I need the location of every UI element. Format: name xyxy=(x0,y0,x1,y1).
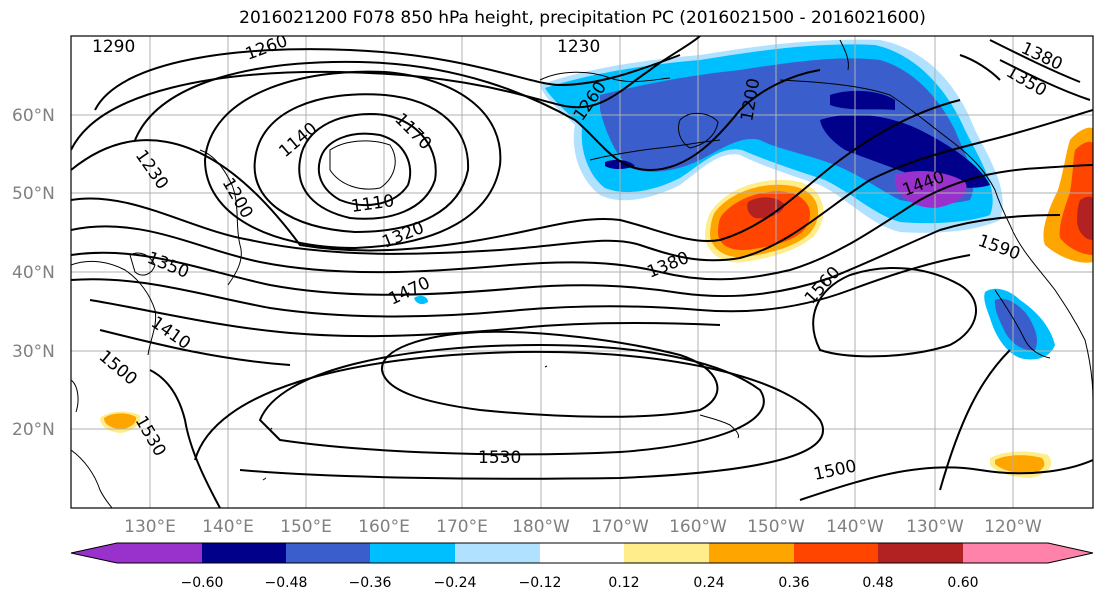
colorbar-swatch xyxy=(370,543,455,563)
map-panel: 1290 1260 1230 1380 1350 1140 1170 1230 … xyxy=(71,36,1093,508)
colorbar-extend-max xyxy=(1048,543,1093,563)
colorbar-outline xyxy=(70,542,1094,564)
lat-label: 30°N xyxy=(12,342,55,362)
lon-label: 120°W xyxy=(984,517,1042,537)
colorbar-tick-label: −0.24 xyxy=(434,575,477,591)
colorbar-tick-label: −0.60 xyxy=(181,575,224,591)
lat-label: 50°N xyxy=(12,184,55,204)
lon-label: 130°E xyxy=(124,517,176,537)
colorbar-swatch xyxy=(455,543,540,563)
colorbar-swatch xyxy=(117,543,202,563)
lon-label: 160°W xyxy=(669,517,727,537)
precip-negative-shading xyxy=(414,39,1055,360)
map-title: 2016021200 F078 850 hPa height, precipit… xyxy=(239,8,926,28)
precip-positive-shading xyxy=(100,127,1093,478)
colorbar-swatch xyxy=(878,543,963,563)
colorbar-tick-label: 0.12 xyxy=(608,575,639,591)
colorbar-swatch xyxy=(286,543,370,563)
contour-label: 1290 xyxy=(92,37,135,57)
colorbar-tick-label: 0.36 xyxy=(778,575,809,591)
longitude-labels: 130°E 140°E 150°E 160°E 170°E 180°W 170°… xyxy=(124,517,1042,537)
lon-label: 140°W xyxy=(826,517,884,537)
colorbar-tick-label: 0.48 xyxy=(862,575,893,591)
colorbar xyxy=(70,542,1094,564)
colorbar-tick-label: 0.60 xyxy=(947,575,978,591)
lat-label: 40°N xyxy=(12,263,55,283)
colorbar-swatch xyxy=(709,543,794,563)
colorbar-swatch xyxy=(624,543,709,563)
colorbar-swatch xyxy=(202,543,286,563)
lon-label: 130°W xyxy=(906,517,964,537)
lon-label: 180°W xyxy=(512,517,570,537)
latitude-labels: 60°N 50°N 40°N 30°N 20°N xyxy=(12,106,55,440)
lon-label: 170°E xyxy=(436,517,488,537)
lon-label: 140°E xyxy=(202,517,254,537)
colorbar-tick-label: −0.48 xyxy=(265,575,308,591)
lat-label: 20°N xyxy=(12,420,55,440)
colorbar-extend-min xyxy=(71,543,117,563)
colorbar-swatch xyxy=(540,543,624,563)
height-contours xyxy=(71,36,1093,508)
colorbar-swatch xyxy=(963,543,1048,563)
contour-label: 1530 xyxy=(478,448,521,468)
lon-label: 150°W xyxy=(747,517,805,537)
lon-label: 150°E xyxy=(280,517,332,537)
colorbar-swatch xyxy=(794,543,878,563)
colorbar-tick-label: 0.24 xyxy=(693,575,724,591)
colorbar-tick-label: −0.12 xyxy=(519,575,562,591)
colorbar-tick-label: −0.36 xyxy=(349,575,392,591)
gridlines xyxy=(71,36,1093,508)
colorbar-tick-labels: −0.60 −0.48 −0.36 −0.24 −0.12 0.12 0.24 … xyxy=(181,575,979,591)
map-frame xyxy=(70,35,1094,509)
contour-label: 1230 xyxy=(557,37,600,57)
lon-label: 170°W xyxy=(591,517,649,537)
lon-label: 160°E xyxy=(358,517,410,537)
lat-label: 60°N xyxy=(12,106,55,126)
